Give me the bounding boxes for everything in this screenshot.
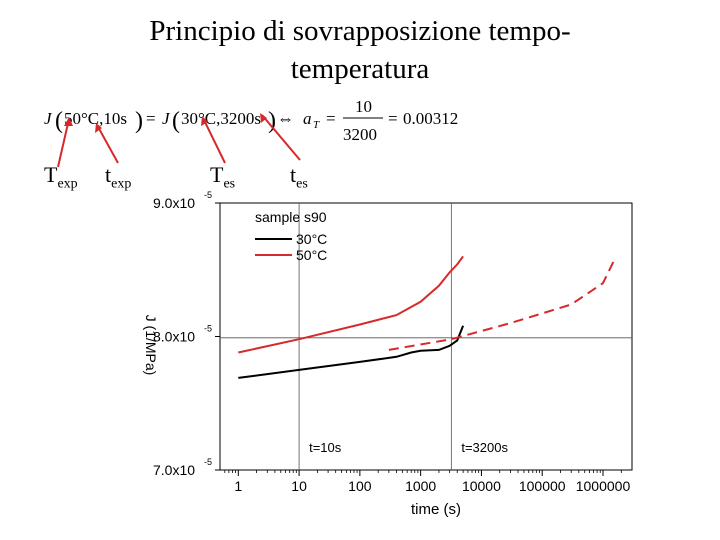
reference-label-0: t=3200s bbox=[461, 440, 508, 455]
label-t-es: tes bbox=[290, 162, 308, 192]
label-T-exp: Texp bbox=[44, 162, 78, 192]
plot-frame bbox=[219, 202, 633, 471]
formula-eq3: = bbox=[388, 109, 398, 128]
formula-lhs-j: J bbox=[44, 109, 53, 128]
formula-lhs-args: 50°C,10s bbox=[64, 109, 127, 128]
title-line-2: temperatura bbox=[290, 53, 430, 85]
arrowhead-T-es bbox=[201, 116, 208, 126]
y-tick-exponent-1: -5 bbox=[204, 324, 212, 334]
formula-equals: = bbox=[146, 109, 156, 128]
formula-aT: a bbox=[303, 109, 312, 128]
formula-rhs-j: J bbox=[162, 109, 171, 128]
formula-lhs-paren-open: ( bbox=[55, 108, 63, 134]
title-line-1: Principio di sovrapposizione tempo- bbox=[149, 15, 571, 47]
formula-lhs-paren-close: ) bbox=[135, 108, 143, 134]
y-tick-exponent-0: -5 bbox=[204, 457, 212, 467]
formula-rhs-args: 30°C,3200s bbox=[181, 109, 261, 128]
x-tick-label-4: 10000 bbox=[462, 478, 501, 494]
formula-rhs-paren-open: ( bbox=[172, 108, 180, 134]
x-tick-label-5: 100000 bbox=[519, 478, 566, 494]
formula: J ( 50°C,10s ) = J ( 30°C,3200s ) ⇔ a T … bbox=[44, 97, 458, 168]
reference-label-2: t=10s bbox=[309, 440, 342, 455]
series-line-2 bbox=[388, 257, 617, 351]
series-line-0 bbox=[238, 325, 465, 379]
y-tick-exponent-2: -5 bbox=[204, 190, 212, 200]
legend-title: sample s90 bbox=[255, 209, 327, 225]
arrow-t-exp bbox=[96, 124, 119, 164]
arrow-T-es bbox=[202, 117, 226, 164]
arrowhead-t-exp bbox=[95, 123, 102, 133]
x-tick-label-0: 1 bbox=[234, 478, 242, 494]
y-tick-label-1: 8.0x10 bbox=[153, 329, 195, 345]
formula-eq2: = bbox=[326, 109, 336, 128]
arrow-T-exp bbox=[57, 118, 70, 168]
label-t-exp: texp bbox=[105, 162, 132, 192]
y-tick-label-2: 9.0x10 bbox=[153, 195, 195, 211]
series-line-1 bbox=[238, 255, 464, 354]
arrowhead-T-exp bbox=[64, 117, 73, 126]
arrow-t-es bbox=[261, 114, 301, 161]
x-tick-label-6: 1000000 bbox=[576, 478, 631, 494]
formula-result: 0.00312 bbox=[403, 109, 458, 128]
legend-label-0: 30°C bbox=[296, 231, 327, 247]
legend-label-1: 50°C bbox=[296, 247, 327, 263]
x-tick-label-1: 10 bbox=[291, 478, 307, 494]
formula-rhs-paren-close: ) bbox=[268, 108, 276, 134]
formula-implies: ⇔ bbox=[277, 109, 294, 128]
page-title: Principio di sovrapposizione tempo- temp… bbox=[0, 12, 720, 88]
arrowhead-t-es bbox=[260, 113, 267, 123]
x-tick-label-3: 1000 bbox=[405, 478, 436, 494]
formula-numerator: 10 bbox=[355, 97, 372, 116]
formula-aT-sub: T bbox=[313, 119, 320, 131]
annotation-arrows bbox=[57, 113, 301, 168]
x-tick-label-2: 100 bbox=[348, 478, 372, 494]
y-tick-label-0: 7.0x10 bbox=[153, 462, 195, 478]
label-T-es: Tes bbox=[210, 162, 236, 192]
y-axis-label: J (1/MPa) bbox=[143, 315, 159, 376]
formula-denominator: 3200 bbox=[343, 125, 377, 144]
x-axis-label: time (s) bbox=[411, 501, 461, 518]
